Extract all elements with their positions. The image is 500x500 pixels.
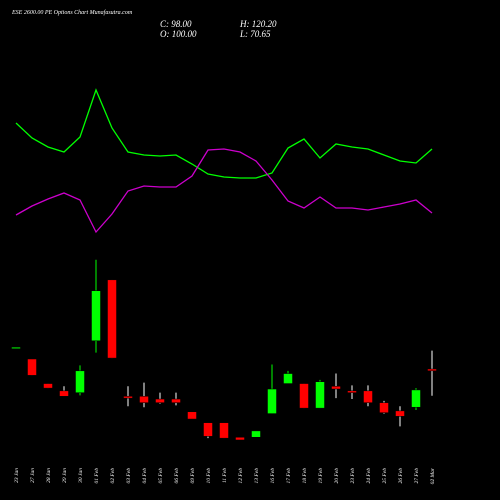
x-tick-label: 23 Feb: [350, 468, 356, 484]
candle-body: [379, 402, 389, 413]
ohlc-low: L: 70.65: [239, 29, 271, 39]
candle-body: [427, 368, 437, 372]
candle-body: [331, 386, 341, 390]
x-tick-label: 27 Jan: [30, 468, 36, 483]
x-tick-label: 29 Jan: [62, 468, 68, 483]
candle-body: [59, 390, 69, 397]
x-tick-label: 05 Feb: [158, 468, 164, 484]
candle-body: [91, 290, 101, 342]
candle-body: [347, 390, 357, 393]
candle-body: [139, 396, 149, 403]
x-tick-label: 01 Feb: [94, 468, 100, 484]
x-tick-label: 11 Feb: [222, 468, 228, 483]
x-tick-label: 18 Feb: [302, 468, 308, 484]
candle-body: [75, 370, 85, 393]
candle-body: [299, 383, 309, 409]
candle-body: [11, 346, 21, 349]
candle-body: [235, 437, 245, 441]
x-tick-label: 25 Feb: [382, 468, 388, 484]
x-tick-label: 17 Feb: [286, 468, 292, 484]
ohlc-close: C: 98.00: [160, 19, 192, 29]
indicator-line: [15, 148, 433, 234]
candle-body: [411, 389, 421, 408]
x-tick-label: 16 Feb: [270, 468, 276, 484]
x-tick-label: 27 Feb: [414, 468, 420, 484]
chart-title: ESE 2600.00 PE Options Chart Munafasutra…: [11, 9, 133, 16]
x-tick-label: 19 Feb: [318, 468, 324, 484]
candle-body: [267, 388, 277, 414]
x-tick-label: 30 Jan: [78, 468, 84, 484]
ohlc-open: O: 100.00: [160, 29, 197, 39]
ohlc-high: H: 120.20: [239, 19, 277, 29]
candle-body: [107, 279, 117, 359]
x-tick-label: 09 Feb: [190, 468, 196, 484]
x-tick-label: 23 Jan: [14, 468, 20, 483]
x-tick-label: 26 Feb: [398, 468, 404, 484]
x-tick-label: 20 Feb: [334, 468, 340, 484]
candle-body: [43, 383, 53, 389]
candle-body: [219, 422, 229, 439]
indicator-line: [15, 88, 433, 179]
candle-body: [123, 396, 133, 399]
x-tick-label: 13 Feb: [254, 468, 260, 484]
candle-body: [395, 410, 405, 417]
candle-body: [315, 381, 325, 409]
x-tick-label: 12 Feb: [238, 468, 244, 484]
candle-body: [251, 430, 261, 438]
candle-body: [27, 358, 37, 376]
candle-body: [155, 398, 165, 403]
candle-body: [363, 390, 373, 403]
candle-body: [171, 398, 181, 403]
candle-body: [203, 422, 213, 437]
x-tick-label: 28 Jan: [46, 468, 52, 483]
x-tick-label: 02 Feb: [110, 468, 116, 484]
x-tick-label: 10 Feb: [206, 468, 212, 484]
candle-body: [187, 411, 197, 420]
x-tick-label: 24 Feb: [365, 468, 372, 484]
x-tick-label: 02 Mar: [430, 467, 436, 484]
candle-body: [283, 373, 293, 384]
x-tick-label: 06 Feb: [174, 468, 180, 484]
x-tick-label: 03 Feb: [126, 468, 132, 484]
x-tick-label: 04 Feb: [141, 468, 148, 484]
